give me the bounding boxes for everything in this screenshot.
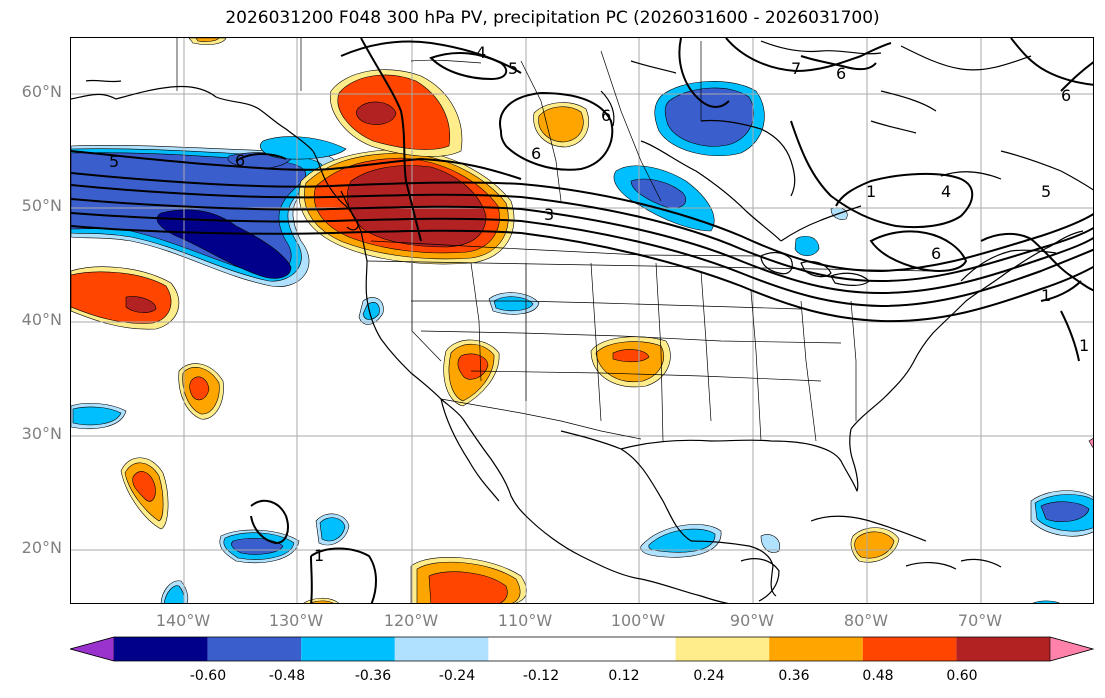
colorbar-extend-low (70, 636, 115, 662)
colorbar (70, 636, 1094, 662)
lon-label-120w: 120°W (383, 611, 439, 630)
lon-label-140w: 140°W (155, 611, 211, 630)
colorbar-cell (207, 637, 302, 661)
contour-label: 3 (544, 205, 554, 224)
contour-label: 1 (314, 546, 324, 565)
lat-label-20n: 20°N (21, 538, 62, 557)
colorbar-tick-label: -0.36 (354, 668, 392, 684)
map-title: 2026031200 F048 300 hPa PV, precipitatio… (225, 8, 880, 28)
colorbar-tick-label: 0.36 (778, 668, 810, 684)
colorbar-tick-label: -0.24 (438, 668, 476, 684)
contour-label: 4 (941, 182, 951, 201)
colorbar-tick-label: 0.60 (946, 668, 978, 684)
lat-label-60n: 60°N (21, 82, 62, 101)
contour-label: 7 (791, 59, 801, 78)
contour-label: 1 (866, 182, 876, 201)
colorbar-extend-high (1049, 636, 1094, 662)
colorbar-cell (394, 637, 489, 661)
contour-label: 1 (1079, 336, 1089, 355)
contour-label: 5 (109, 152, 119, 171)
contour-label: 6 (1061, 86, 1071, 105)
contour-label: 5 (1041, 182, 1051, 201)
contour-label: 1 (1041, 286, 1051, 305)
map-canvas: 4 5 6 7 6 5 6 3 4 6 1 6 1 5 1 6 1 (71, 38, 1093, 603)
colorbar-tick-label: -0.48 (268, 668, 306, 684)
colorbar-cell (769, 637, 863, 661)
colorbar-tick-label: -0.60 (189, 668, 227, 684)
precip-shading (71, 38, 1093, 603)
contour-label: 6 (601, 106, 611, 125)
colorbar-cell (862, 637, 957, 661)
lon-label-100w: 100°W (610, 611, 666, 630)
lat-label-40n: 40°N (21, 310, 62, 329)
contour-label: 6 (931, 244, 941, 263)
colorbar-cell (675, 637, 770, 661)
colorbar-tick-label: 0.24 (693, 668, 725, 684)
contour-label: 4 (476, 43, 486, 62)
lon-label-70w: 70°W (957, 611, 1003, 630)
pv-contours (71, 38, 1093, 603)
coastlines (71, 40, 1093, 603)
map-panel: 4 5 6 7 6 5 6 3 4 6 1 6 1 5 1 6 1 (70, 37, 1094, 604)
lat-label-50n: 50°N (21, 196, 62, 215)
graticule (71, 38, 1093, 603)
contour-label: 6 (836, 64, 846, 83)
colorbar-tick-label: 0.48 (862, 668, 894, 684)
colorbar-tick-label: -0.12 (522, 668, 560, 684)
colorbar-outline (70, 636, 1094, 662)
colorbar-cell (582, 637, 676, 661)
colorbar-cell (956, 637, 1050, 661)
lat-label-30n: 30°N (21, 424, 62, 443)
colorbar-cell (114, 637, 208, 661)
contour-label: 5 (508, 59, 518, 78)
lon-label-90w: 90°W (729, 611, 775, 630)
lon-label-130w: 130°W (268, 611, 324, 630)
colorbar-cell (488, 637, 582, 661)
lon-label-110w: 110°W (497, 611, 553, 630)
lon-label-80w: 80°W (843, 611, 889, 630)
colorbar-cell (301, 637, 395, 661)
contour-label: 6 (235, 151, 245, 170)
contour-label: 6 (531, 144, 541, 163)
contour-labels: 4 5 6 7 6 5 6 3 4 6 1 6 1 5 1 6 1 (109, 43, 1089, 565)
political-borders (176, 38, 932, 442)
colorbar-tick-label: 0.12 (608, 668, 640, 684)
